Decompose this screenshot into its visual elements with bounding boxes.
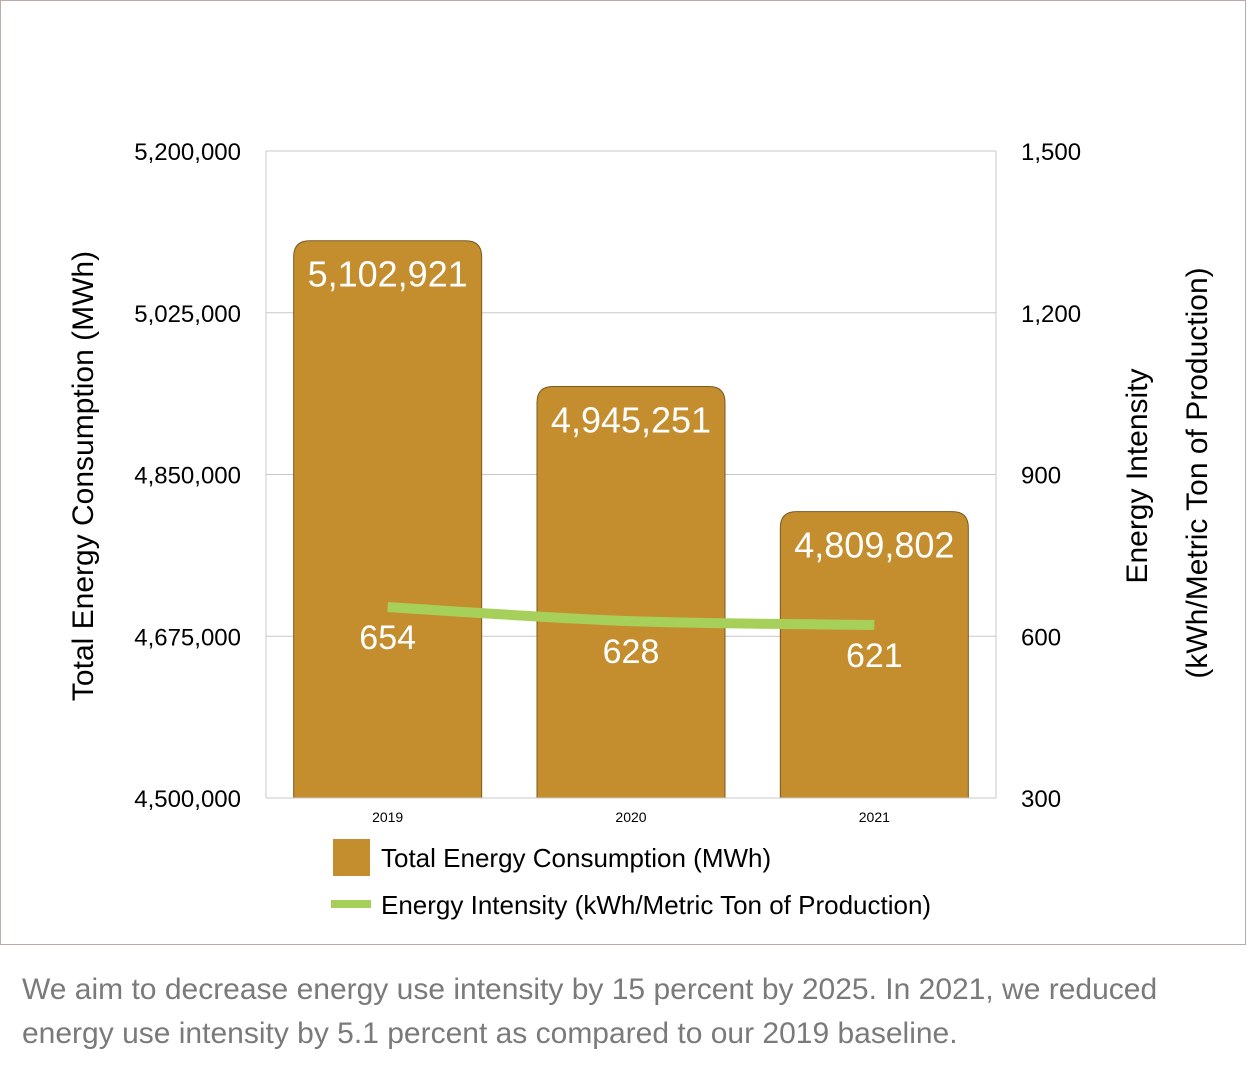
line-value-label: 621 (846, 637, 903, 675)
y2-axis-title-line2: (kWh/Metric Ton of Production) (1181, 267, 1214, 678)
bar-value-label: 4,809,802 (794, 525, 954, 566)
energy-chart: 5,102,921 4,945,251 4,809,802 654 628 621 4,… (67, 139, 1214, 920)
legend-label-bar: Total Energy Consumption (MWh) (381, 843, 771, 873)
x-tick-label: 2020 (615, 809, 646, 825)
x-tick-label: 2021 (859, 809, 890, 825)
y2-tick-label: 300 (1021, 786, 1061, 813)
line-value-label: 628 (603, 633, 660, 671)
y2-tick-label: 900 (1021, 463, 1061, 490)
bar-2020 (536, 385, 726, 799)
legend-swatch-bar (333, 839, 370, 876)
legend: Total Energy Consumption (MWh) Energy In… (331, 839, 931, 920)
bars: 5,102,921 4,945,251 4,809,802 (293, 240, 969, 799)
y-tick-label: 4,675,000 (134, 624, 241, 651)
intensity-line-path (387, 602, 875, 630)
bar-value-label: 5,102,921 (308, 254, 468, 295)
y2-axis-title-line1: Energy Intensity (1121, 368, 1154, 583)
line-value-label: 654 (359, 619, 416, 657)
y-axis-title: Total Energy Consumption (MWh) (67, 251, 100, 701)
y-tick-label: 4,850,000 (134, 463, 241, 490)
legend-label-line: Energy Intensity (kWh/Metric Ton of Prod… (381, 890, 931, 920)
y2-tick-label: 600 (1021, 624, 1061, 651)
y-tick-label: 4,500,000 (134, 786, 241, 813)
bar-value-label: 4,945,251 (551, 399, 711, 440)
y-tick-label: 5,200,000 (134, 139, 241, 166)
bar-2021 (779, 511, 969, 799)
chart-frame: 5,102,921 4,945,251 4,809,802 654 628 621 4,… (0, 0, 1246, 945)
intensity-line: 654 628 621 (359, 602, 903, 675)
bar-2019 (293, 240, 483, 799)
y2-tick-label: 1,500 (1021, 139, 1081, 166)
chart-caption: We aim to decrease energy use intensity … (22, 973, 1158, 1050)
y2-tick-label: 1,200 (1021, 301, 1081, 328)
y-tick-label: 5,025,000 (134, 301, 241, 328)
x-tick-label: 2019 (372, 809, 403, 825)
axes: 4,500,000 300 4,675,000 600 4,850,000 900 5,02… (134, 139, 1081, 825)
